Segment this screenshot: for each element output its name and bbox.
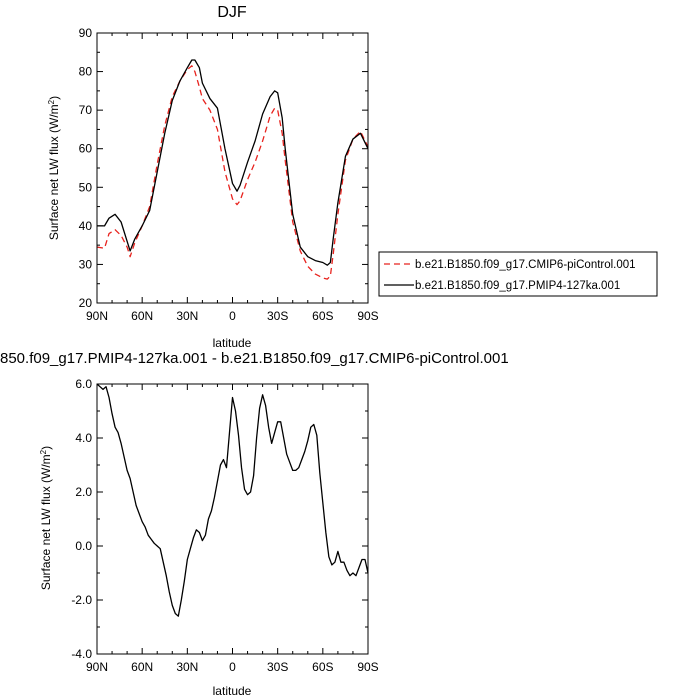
- top-x-tick-label: 90S: [357, 309, 378, 323]
- top-x-tick-label: 30N: [176, 309, 198, 323]
- bottom-y-tick-label: 4.0: [75, 431, 92, 445]
- bottom-x-tick-label: 90N: [86, 660, 108, 674]
- bottom-y-tick-label: -2.0: [71, 593, 92, 607]
- top-y-tick-label: 80: [79, 65, 93, 79]
- bottom-x-tick-label: 30S: [267, 660, 288, 674]
- top-y-tick-label: 40: [79, 219, 93, 233]
- top-x-tick-label: 30S: [267, 309, 288, 323]
- bottom-y-tick-label: 0.0: [75, 539, 92, 553]
- top-x-tick-label: 90N: [86, 309, 108, 323]
- top-y-tick-label: 70: [79, 103, 93, 117]
- top-x-axis-label: latitude: [213, 336, 252, 350]
- bottom-plot-area: 90N 60N 30N 0 30S 60S 90S -4.0 -2.0 0.0 2.0 4.0 6.0: [71, 377, 378, 674]
- top-y-axis-label: Surface net LW flux (W/m2): [47, 96, 61, 240]
- top-y-tick-label: 20: [79, 296, 93, 310]
- top-y-tick-label: 90: [79, 26, 93, 40]
- legend-label-127ka: b.e21.B1850.f09_g17.PMIP4-127ka.001: [415, 280, 620, 292]
- bottom-x-tick-label: 0: [229, 660, 236, 674]
- bottom-x-tick-label: 90S: [357, 660, 378, 674]
- bottom-y-tick-label: 6.0: [75, 377, 92, 391]
- top-panel: DJF 90N 60N 30N 0 30S 60S 90S2030405060708090 …: [47, 4, 658, 350]
- top-plot-frame: [96, 32, 369, 304]
- bottom-title: 850.f09_g17.PMIP4-127ka.001 - b.e21.B185…: [0, 350, 509, 367]
- top-y-tick-label: 60: [79, 142, 93, 156]
- bottom-x-tick-label: 60N: [131, 660, 153, 674]
- bottom-y-tick-label: -4.0: [71, 647, 92, 661]
- legend-label-picontrol: b.e21.B1850.f09_g17.CMIP6-piControl.001: [415, 259, 636, 271]
- legend: b.e21.B1850.f09_g17.CMIP6-piControl.001 …: [378, 251, 658, 297]
- top-title: DJF: [217, 4, 247, 21]
- top-y-tick-label: 50: [79, 180, 93, 194]
- top-series-line-2: [97, 59, 369, 266]
- top-x-tick-label: 60N: [131, 309, 153, 323]
- bottom-x-tick-label: 30N: [176, 660, 198, 674]
- bottom-y-tick-label: 2.0: [75, 485, 92, 499]
- top-x-tick-label: 0: [229, 309, 236, 323]
- bottom-y-axis-label: Surface net LW flux (W/m2): [39, 446, 53, 590]
- top-y-tick-label: 30: [79, 257, 93, 271]
- top-series-line-1: [96, 65, 369, 280]
- bottom-x-axis-label: latitude: [213, 684, 252, 698]
- top-x-tick-label: 60S: [312, 309, 333, 323]
- bottom-x-tick-label: 60S: [312, 660, 333, 674]
- bottom-series-line-1: [96, 383, 369, 617]
- bottom-panel: 850.f09_g17.PMIP4-127ka.001 - b.e21.B185…: [0, 350, 509, 698]
- bottom-plot-frame: [96, 383, 369, 655]
- legend-box: [378, 251, 658, 297]
- top-plot-area: 90N 60N 30N 0 30S 60S 90S 20 30 40 50 60 70 80 90: [79, 26, 379, 323]
